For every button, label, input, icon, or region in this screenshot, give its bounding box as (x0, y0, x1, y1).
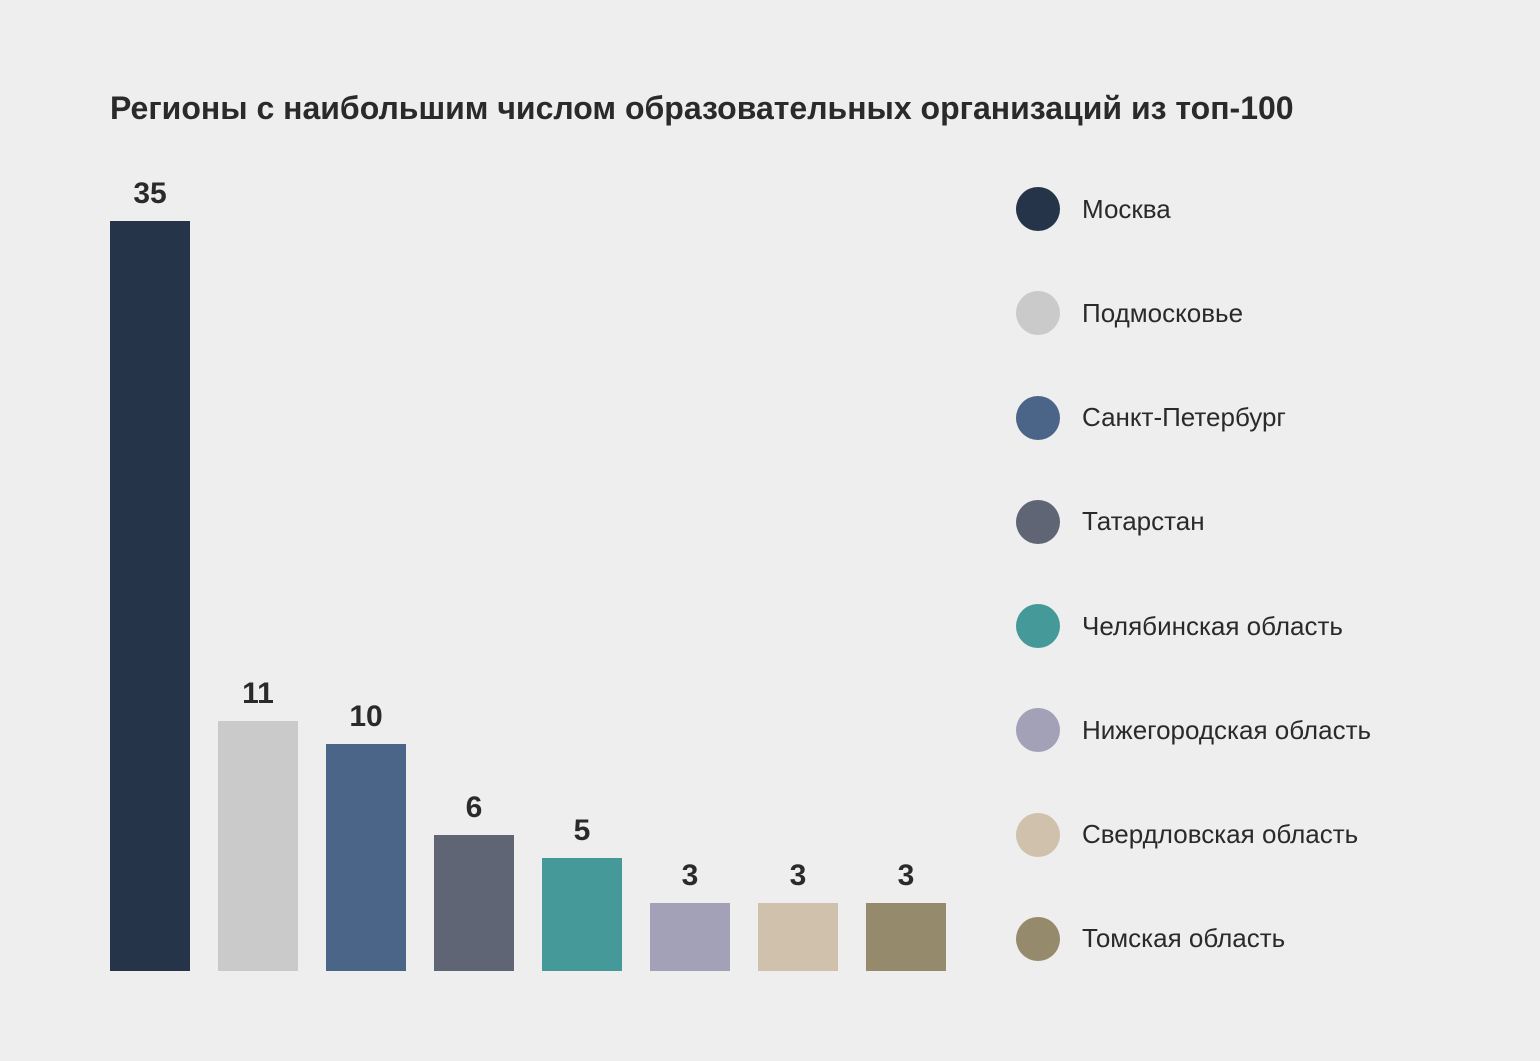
legend-label: Нижегородская область (1082, 715, 1371, 746)
bar-wrap: 3 (650, 177, 730, 971)
legend-swatch (1016, 604, 1060, 648)
legend-label: Томская область (1082, 923, 1285, 954)
legend-swatch (1016, 187, 1060, 231)
bar (434, 835, 514, 971)
legend-item: Москва (1016, 187, 1371, 231)
legend-label: Санкт-Петербург (1082, 402, 1286, 433)
legend-swatch (1016, 708, 1060, 752)
bar (542, 858, 622, 971)
bar-value-label: 11 (242, 677, 274, 711)
bar-value-label: 3 (790, 859, 807, 893)
legend-swatch (1016, 813, 1060, 857)
legend-label: Свердловская область (1082, 819, 1358, 850)
bar (866, 903, 946, 971)
legend-swatch (1016, 917, 1060, 961)
bar-value-label: 6 (466, 791, 483, 825)
bar-value-label: 35 (133, 177, 166, 211)
legend-label: Москва (1082, 194, 1171, 225)
legend-item: Свердловская область (1016, 813, 1371, 857)
bar-value-label: 5 (574, 814, 591, 848)
legend-swatch (1016, 291, 1060, 335)
bar-value-label: 3 (682, 859, 699, 893)
bars-area: 35 11 10 6 5 3 3 3 (110, 177, 946, 971)
bar (326, 744, 406, 971)
legend-item: Челябинская область (1016, 604, 1371, 648)
legend-item: Томская область (1016, 917, 1371, 961)
bar-wrap: 6 (434, 177, 514, 971)
chart-title: Регионы с наибольшим числом образователь… (110, 90, 1460, 127)
legend-item: Санкт-Петербург (1016, 396, 1371, 440)
legend: Москва Подмосковье Санкт-Петербург Татарста… (1016, 177, 1371, 971)
regions-top100-chart: Регионы с наибольшим числом образователь… (0, 0, 1540, 1061)
bar (218, 721, 298, 971)
legend-swatch (1016, 396, 1060, 440)
bar-wrap: 5 (542, 177, 622, 971)
bar-wrap: 11 (218, 177, 298, 971)
bar-value-label: 3 (898, 859, 915, 893)
legend-item: Подмосковье (1016, 291, 1371, 335)
chart-body: 35 11 10 6 5 3 3 3 Москва Подмосковье Санкт-Петер… (110, 177, 1460, 971)
bar-wrap: 35 (110, 177, 190, 971)
bar-wrap: 3 (758, 177, 838, 971)
bar-wrap: 10 (326, 177, 406, 971)
legend-label: Челябинская область (1082, 611, 1343, 642)
legend-item: Нижегородская область (1016, 708, 1371, 752)
bar-value-label: 10 (349, 700, 382, 734)
legend-label: Татарстан (1082, 506, 1205, 537)
bar (758, 903, 838, 971)
bar-wrap: 3 (866, 177, 946, 971)
bar (110, 221, 190, 971)
bar (650, 903, 730, 971)
legend-label: Подмосковье (1082, 298, 1243, 329)
legend-swatch (1016, 500, 1060, 544)
legend-item: Татарстан (1016, 500, 1371, 544)
